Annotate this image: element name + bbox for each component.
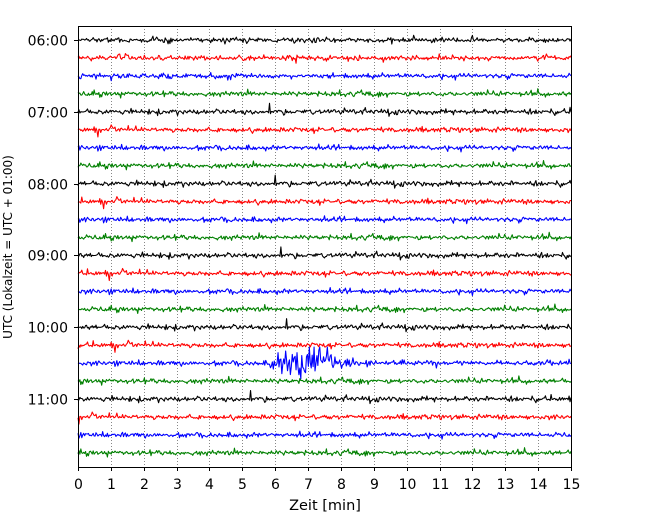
y-tick-label: 06:00: [28, 34, 68, 50]
y-tick-label: 08:00: [28, 178, 68, 194]
x-axis-label: Zeit [min]: [289, 498, 361, 514]
x-tick-label: 2: [140, 477, 149, 493]
seismic-trace: [77, 88, 572, 99]
seismic-trace: [77, 287, 572, 297]
seismic-trace: [77, 267, 572, 282]
seismic-trace: [77, 52, 572, 64]
seismic-trace: [77, 102, 572, 117]
seismic-trace: [77, 389, 572, 405]
seismic-trace: [77, 430, 572, 440]
x-tick-label: 0: [74, 477, 83, 493]
x-tick-label: 6: [271, 477, 280, 493]
seismic-trace: [77, 34, 572, 45]
seismic-trace: [77, 72, 572, 82]
x-tick-label: 10: [399, 477, 417, 493]
y-tick-label: 07:00: [28, 106, 68, 122]
seismic-trace: [77, 143, 572, 153]
seismic-trace: [77, 303, 572, 314]
seismic-trace: [77, 339, 572, 353]
x-tick-label: 11: [432, 477, 450, 493]
seismic-trace: [77, 411, 572, 425]
y-tick-label: 09:00: [28, 249, 68, 265]
x-tick-label: 7: [304, 477, 313, 493]
y-axis: 06:00 07:00 08:00 09:00 10:00 11:00: [28, 34, 78, 409]
seismic-trace: [77, 246, 572, 261]
seismic-trace: [77, 196, 572, 210]
x-tick-label: 4: [205, 477, 214, 493]
y-tick-label: 10:00: [28, 321, 68, 337]
trace-group: [77, 34, 572, 458]
seismic-trace: [77, 318, 572, 333]
seismic-trace: [77, 174, 572, 189]
y-axis-label: UTC (Lokalzeit = UTC + 01:00): [1, 155, 15, 339]
x-tick-label: 5: [238, 477, 247, 493]
x-tick-label: 8: [337, 477, 346, 493]
seismic-trace: [77, 375, 572, 386]
seismic-trace: [77, 231, 572, 243]
x-tick-label: 3: [173, 477, 182, 493]
seismic-trace: [77, 447, 572, 458]
seismic-trace: [77, 124, 572, 138]
x-tick-label: 14: [530, 477, 548, 493]
plot-frame: [78, 26, 572, 468]
x-axis: 0 1 2 3 4 5 6 7 8 9 10 11 12 13 14 15: [74, 467, 580, 493]
x-tick-label: 1: [107, 477, 116, 493]
x-tick-label: 9: [370, 477, 379, 493]
x-tick-label: 13: [497, 477, 515, 493]
y-tick-label: 11:00: [28, 393, 68, 409]
seismic-trace: [77, 346, 572, 380]
seismic-trace: [77, 215, 572, 225]
x-tick-label: 12: [464, 477, 482, 493]
seismic-trace: [77, 159, 572, 171]
x-tick-label: 15: [563, 477, 581, 493]
